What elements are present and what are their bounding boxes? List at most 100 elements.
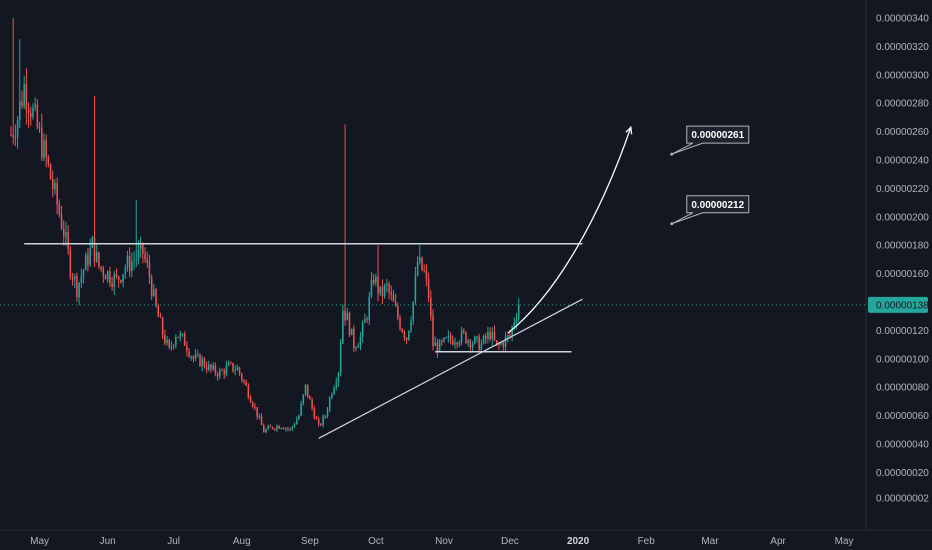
candle-body <box>471 343 474 348</box>
candle-body <box>102 268 105 276</box>
candle <box>262 423 265 433</box>
candle-body <box>438 340 441 353</box>
candle-body <box>14 137 17 139</box>
candle-body <box>517 304 520 319</box>
candle-body <box>183 333 186 346</box>
candle <box>128 247 131 278</box>
candle <box>287 426 289 432</box>
candle-body <box>493 331 496 341</box>
time-axis[interactable]: May Jun Jul Aug Sep Oct Nov Dec 2020 Feb Mar Apr May <box>30 536 853 547</box>
callout-label: 0.00000212 <box>691 200 744 211</box>
candle <box>364 313 366 323</box>
price-axis-label: 0.00000120 <box>876 326 929 337</box>
candle-body <box>313 408 316 419</box>
candle <box>144 247 146 263</box>
candle <box>227 360 230 367</box>
candle <box>16 116 19 149</box>
candle-body <box>76 276 78 298</box>
candle <box>271 426 274 430</box>
candle <box>401 327 403 334</box>
price-callout[interactable]: 0.00000212 <box>670 195 750 226</box>
candle-body <box>333 387 335 395</box>
candle-body <box>302 394 305 404</box>
candle <box>344 124 346 326</box>
candle-body <box>223 370 225 375</box>
time-axis-label: Jul <box>167 536 180 547</box>
candle <box>135 199 138 268</box>
candle-body <box>408 330 410 340</box>
candle <box>148 254 151 285</box>
candle-body <box>208 364 210 371</box>
candle-body <box>115 274 118 277</box>
candle-body <box>337 373 340 383</box>
candle <box>276 424 278 433</box>
candle <box>375 273 377 287</box>
candle-body <box>221 370 223 372</box>
candle <box>62 220 65 246</box>
candle <box>306 384 309 399</box>
price-callout[interactable]: 0.00000261 <box>670 125 750 156</box>
ascending-trendline[interactable] <box>318 298 583 439</box>
candle <box>87 247 89 272</box>
candle <box>302 394 305 406</box>
candle-body <box>427 278 430 298</box>
candle <box>320 422 322 427</box>
candle-body <box>515 318 518 323</box>
candle-body <box>78 282 80 298</box>
candle-body <box>430 297 432 316</box>
candle <box>502 340 505 351</box>
candle <box>236 364 239 371</box>
candle <box>80 268 83 288</box>
candle-body <box>186 345 188 352</box>
candle <box>289 427 291 432</box>
candle <box>489 327 491 342</box>
price-axis-label: 0.00000080 <box>876 383 929 394</box>
candle <box>254 403 256 411</box>
candle-body <box>131 261 133 272</box>
candle <box>251 401 254 409</box>
candles-layer <box>10 18 520 434</box>
candle <box>328 396 331 413</box>
candle <box>115 268 118 279</box>
candle-body <box>38 127 41 129</box>
candle <box>98 251 100 270</box>
candle-body <box>482 335 485 344</box>
price-axis[interactable]: 0.00000340 0.00000320 0.00000300 0.00000280… <box>876 14 929 505</box>
price-axis-label: 0.00000180 <box>876 241 929 252</box>
candle-body <box>379 286 382 294</box>
candle-body <box>62 228 65 237</box>
time-axis-label: 2020 <box>567 536 590 547</box>
candle-body <box>262 425 265 433</box>
candle <box>379 286 382 297</box>
candle <box>232 362 234 373</box>
candle-body <box>335 382 338 388</box>
candle <box>106 270 109 283</box>
candle-body <box>469 340 472 348</box>
candle <box>443 337 445 343</box>
candle-body <box>309 396 311 400</box>
candle <box>419 245 421 265</box>
candle-body <box>280 427 283 429</box>
projection-curve[interactable] <box>507 127 632 334</box>
candle-body <box>487 332 489 339</box>
candle <box>388 281 390 300</box>
candle-body <box>394 301 397 307</box>
drawings-layer[interactable]: 0.00000261 0.00000212 <box>0 125 866 439</box>
candle <box>241 372 243 383</box>
candle-body <box>251 402 254 407</box>
candle-body <box>258 416 261 418</box>
candle-body <box>84 254 87 270</box>
candle-body <box>377 276 379 294</box>
candle <box>197 349 199 358</box>
candle-body <box>175 337 177 346</box>
price-axis-label: 0.00000280 <box>876 99 929 110</box>
candle-body <box>34 104 36 108</box>
candle <box>324 414 327 420</box>
candle-body <box>177 337 179 339</box>
candle-body <box>265 429 267 433</box>
candle <box>170 341 173 351</box>
candle-body <box>317 419 320 424</box>
candle-body <box>25 83 28 110</box>
candle-body <box>463 330 465 333</box>
